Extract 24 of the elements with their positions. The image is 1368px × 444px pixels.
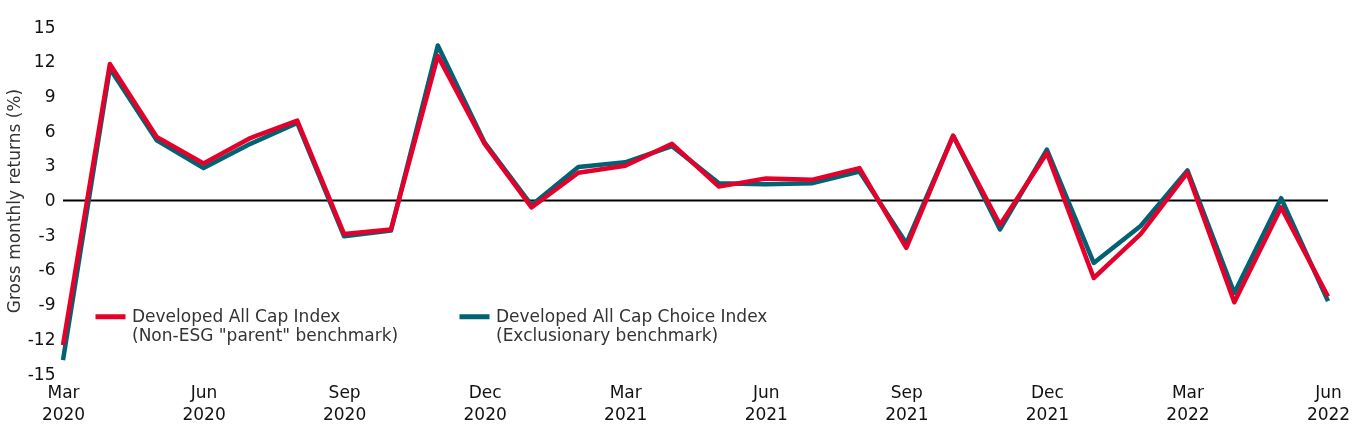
y-tick-label: 12: [33, 51, 56, 72]
x-tick-label: Mar 2021: [604, 381, 648, 424]
x-tick-label: Sep 2020: [322, 381, 367, 424]
x-tick-label: Jun 2021: [744, 381, 788, 424]
legend-label: Developed All Cap Choice Index (Exclusionary benchmark): [496, 305, 768, 345]
y-axis-title: Gross monthly returns (%): [3, 88, 24, 314]
y-tick-label: -9: [38, 294, 56, 315]
y-tick-label: 9: [44, 85, 56, 106]
y-tick-label: -15: [27, 363, 56, 384]
y-tick-label: -6: [38, 259, 56, 280]
x-tick-label: Dec 2020: [463, 381, 507, 424]
y-tick-label: -3: [38, 224, 56, 245]
x-tick-label: Mar 2022: [1166, 381, 1210, 424]
x-tick-label: Jun 2020: [182, 381, 226, 424]
y-tick-label: 6: [44, 120, 56, 141]
y-tick-label: -12: [27, 328, 56, 349]
legend-label: Developed All Cap Index (Non-ESG "parent" benchmark): [132, 305, 399, 345]
x-tick-label: Dec 2021: [1025, 381, 1070, 424]
y-tick-label: 0: [44, 190, 56, 210]
y-tick-label: 15: [33, 16, 56, 37]
x-tick-label: Sep 2021: [885, 381, 929, 424]
x-tick-label: Jun 2022: [1306, 381, 1351, 424]
y-tick-label: 3: [44, 155, 56, 176]
x-tick-label: Mar 2020: [41, 381, 86, 424]
